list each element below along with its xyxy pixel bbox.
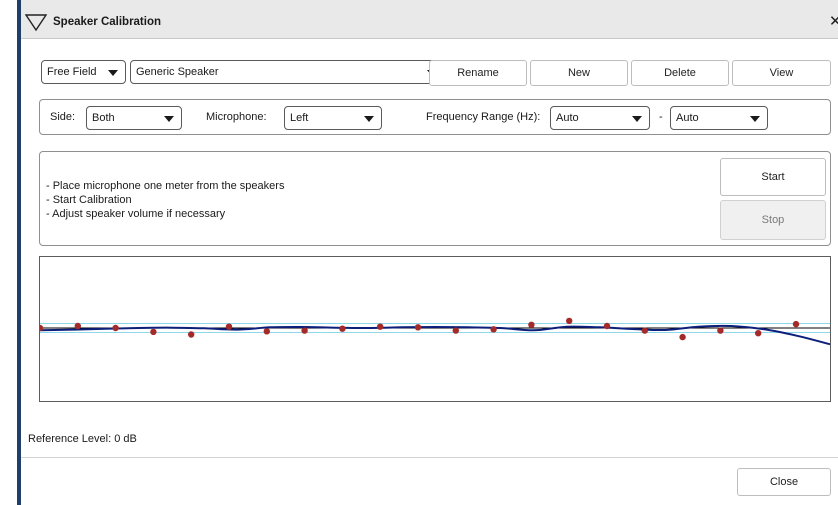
frequency-range-dash: - (659, 111, 663, 123)
side-label: Side: (50, 111, 76, 123)
measurement-point (40, 324, 44, 332)
stop-button[interactable]: Stop (720, 200, 826, 240)
measurement-point (490, 326, 497, 333)
measurement-point (225, 323, 233, 330)
window-frame-stripe (17, 0, 21, 505)
instruction-line: - Place microphone one meter from the sp… (46, 180, 285, 192)
calibration-chart (39, 256, 831, 402)
measurement-point (755, 330, 762, 337)
window-title: Speaker Calibration (53, 16, 162, 28)
microphone-select[interactable]: Left (284, 106, 382, 130)
view-button[interactable]: View (732, 60, 831, 86)
measurement-point (188, 331, 195, 338)
rename-button[interactable]: Rename (429, 60, 527, 86)
frequency-range-label: Frequency Range (Hz): (426, 111, 541, 123)
instruction-line: - Adjust speaker volume if necessary (46, 208, 226, 220)
measurement-point (263, 328, 270, 335)
measurement-point (566, 317, 573, 325)
measurement-point (112, 324, 119, 332)
mode-select[interactable]: Free Field (41, 60, 126, 84)
speaker-select-value: Generic Speaker (136, 66, 219, 78)
measurement-point (74, 322, 81, 330)
speaker-calibration-window: Speaker Calibration ✕ Free Field Generic… (21, 0, 838, 505)
measurement-point (528, 321, 535, 328)
chevron-down-icon (750, 116, 760, 122)
frequency-from-value: Auto (556, 112, 579, 124)
instruction-line: - Start Calibration (46, 194, 132, 206)
measurement-point (150, 328, 157, 336)
measurement-point (717, 327, 724, 334)
collapse-triangle-icon[interactable] (25, 14, 47, 32)
frequency-from-select[interactable]: Auto (550, 106, 650, 130)
desktop-edge (0, 0, 18, 505)
settings-group: Side: Both Microphone: Left Frequency Ra… (39, 99, 831, 135)
measurement-point (301, 327, 308, 334)
measurement-point (603, 322, 611, 330)
new-button[interactable]: New (530, 60, 628, 86)
chevron-down-icon (364, 116, 374, 122)
measurement-point (414, 324, 422, 331)
instructions-group: - Place microphone one meter from the sp… (39, 151, 831, 246)
measurement-point (377, 323, 384, 330)
chevron-down-icon (164, 116, 174, 122)
microphone-select-value: Left (290, 112, 309, 124)
microphone-label: Microphone: (206, 111, 267, 123)
measurement-point (792, 320, 800, 328)
close-button[interactable]: Close (737, 468, 831, 496)
close-icon[interactable]: ✕ (829, 13, 838, 30)
title-bar: Speaker Calibration ✕ (21, 0, 838, 39)
mode-select-value: Free Field (47, 66, 97, 78)
delete-button[interactable]: Delete (631, 60, 729, 86)
chevron-down-icon (108, 70, 118, 76)
fit-curve-series (40, 324, 830, 346)
reference-level-text: Reference Level: 0 dB (28, 433, 137, 445)
start-button[interactable]: Start (720, 158, 826, 196)
chevron-down-icon (632, 116, 642, 122)
frequency-to-value: Auto (676, 112, 699, 124)
measurement-point (679, 333, 686, 341)
frequency-to-select[interactable]: Auto (670, 106, 768, 130)
speaker-select[interactable]: Generic Speaker (130, 60, 445, 84)
side-select-value: Both (92, 112, 115, 124)
measurement-point (452, 327, 459, 334)
footer-divider (21, 457, 838, 458)
measurement-point (339, 325, 346, 332)
measurement-point (641, 327, 648, 334)
calibration-plot (40, 317, 830, 346)
side-select[interactable]: Both (86, 106, 182, 130)
